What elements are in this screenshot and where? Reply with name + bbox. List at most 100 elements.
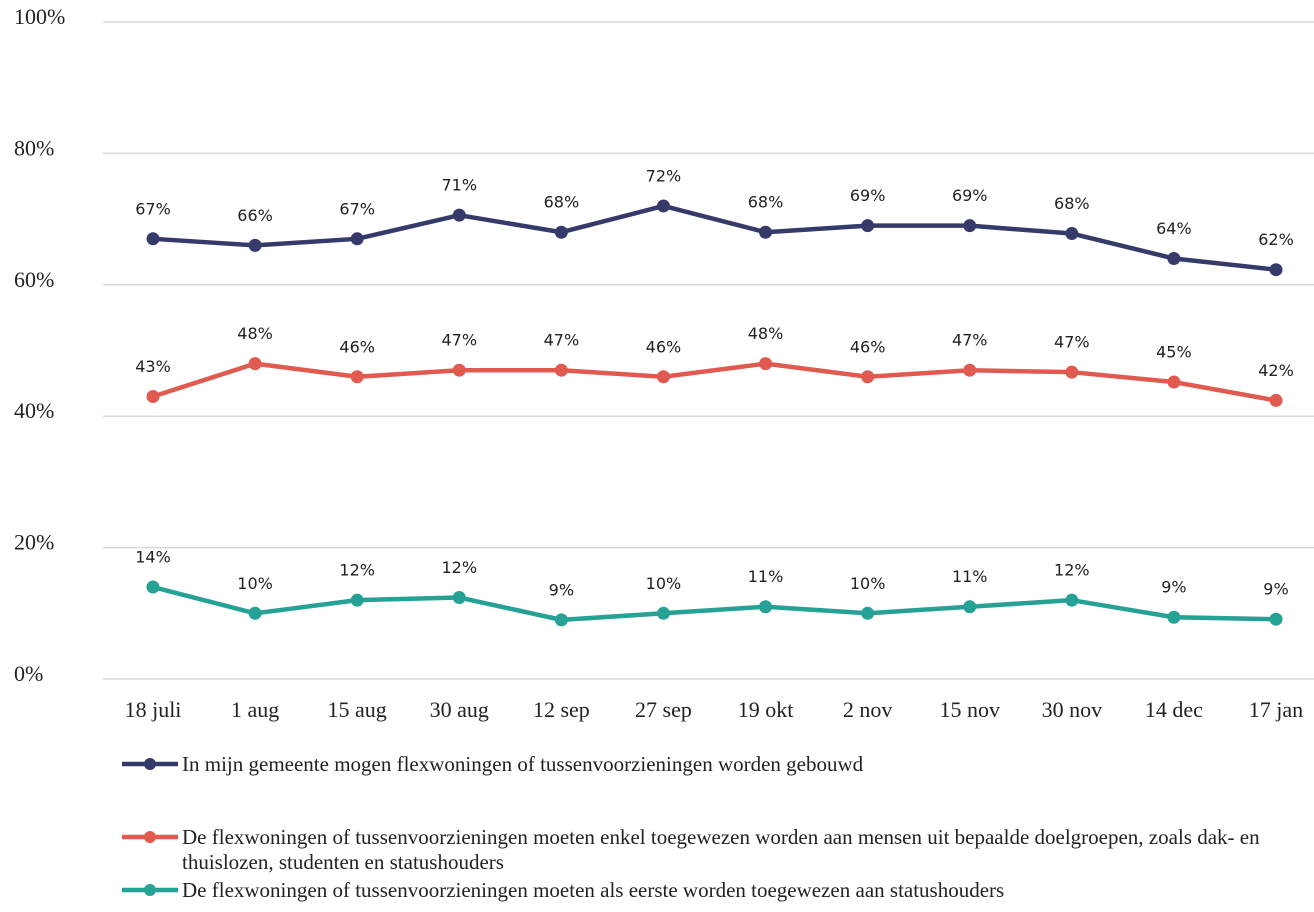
- data-label: 68%: [1054, 194, 1090, 213]
- data-point: [963, 363, 977, 377]
- data-label: 48%: [748, 324, 784, 343]
- data-point: [861, 606, 875, 620]
- y-tick-label: 80%: [14, 135, 54, 160]
- series-line: [152, 361, 1277, 403]
- data-label: 67%: [135, 199, 171, 218]
- series-line: [152, 203, 1277, 272]
- data-point: [963, 600, 977, 614]
- data-point: [656, 199, 670, 213]
- data-label: 45%: [1156, 343, 1192, 362]
- data-point: [248, 238, 262, 252]
- data-point: [1167, 610, 1181, 624]
- x-tick-label: 12 sep: [533, 697, 590, 722]
- data-label: 9%: [1161, 578, 1186, 597]
- data-point: [1065, 227, 1079, 241]
- data-point: [759, 225, 773, 239]
- data-label: 14%: [135, 548, 171, 567]
- data-label: 42%: [1258, 361, 1294, 380]
- legend-item: De flexwoningen of tussenvoorzieningen m…: [120, 878, 1292, 903]
- data-point: [759, 600, 773, 614]
- data-label: 10%: [237, 574, 273, 593]
- data-label: 47%: [952, 331, 988, 350]
- data-label: 46%: [850, 337, 886, 356]
- data-label: 46%: [646, 337, 682, 356]
- x-tick-label: 2 nov: [843, 697, 893, 722]
- y-tick-label: 100%: [14, 4, 65, 29]
- data-point: [656, 606, 670, 620]
- legend-swatch: [122, 884, 178, 896]
- data-label: 69%: [952, 186, 988, 205]
- x-tick-label: 30 aug: [430, 697, 489, 722]
- legend-marker: [144, 884, 156, 896]
- data-label: 62%: [1258, 230, 1294, 249]
- data-label: 9%: [549, 580, 574, 599]
- data-point: [759, 357, 773, 371]
- data-label: 12%: [339, 561, 375, 580]
- data-point: [452, 591, 466, 605]
- data-point: [861, 370, 875, 384]
- data-point: [1269, 612, 1283, 626]
- y-tick-label: 20%: [14, 530, 54, 555]
- data-point: [656, 370, 670, 384]
- data-label: 11%: [748, 567, 784, 586]
- data-point: [350, 593, 364, 607]
- data-point: [861, 219, 875, 233]
- data-point: [452, 208, 466, 222]
- data-point: [248, 606, 262, 620]
- data-label: 48%: [237, 324, 273, 343]
- data-point: [963, 219, 977, 233]
- chart: 0% 20% 40% 60% 80% 100% 18 juli 1 aug 15 aug 30 a…: [14, 4, 1314, 722]
- data-point: [554, 613, 568, 627]
- data-point: [1065, 365, 1079, 379]
- legend-label: De flexwoningen of tussenvoorzieningen m…: [182, 878, 1005, 902]
- legend-label: In mijn gemeente mogen flexwoningen of t…: [182, 752, 864, 776]
- data-label: 43%: [135, 357, 171, 376]
- data-label: 47%: [544, 331, 580, 350]
- series-line: [152, 584, 1277, 623]
- y-tick-label: 40%: [14, 398, 54, 423]
- legend-item: In mijn gemeente mogen flexwoningen of t…: [120, 752, 1292, 777]
- x-tick-label: 18 juli: [125, 697, 182, 722]
- legend-item: De flexwoningen of tussenvoorzieningen m…: [120, 825, 1292, 875]
- x-tick-label: 30 nov: [1042, 697, 1103, 722]
- data-point: [1167, 252, 1181, 266]
- x-tick-label: 1 aug: [231, 697, 279, 722]
- data-point: [248, 357, 262, 371]
- x-tick-label: 15 aug: [328, 697, 387, 722]
- data-point: [1167, 375, 1181, 389]
- legend-marker: [144, 758, 156, 770]
- data-label: 64%: [1156, 219, 1192, 238]
- data-label: 71%: [441, 176, 477, 195]
- x-tick-label: 17 jan: [1249, 697, 1303, 722]
- x-tick-label: 14 dec: [1145, 697, 1203, 722]
- data-label: 47%: [1054, 333, 1090, 352]
- data-point: [1269, 393, 1283, 407]
- y-tick-label: 0%: [14, 661, 43, 686]
- data-point: [146, 389, 160, 403]
- data-point: [1269, 263, 1283, 277]
- data-point: [1065, 593, 1079, 607]
- data-label: 12%: [441, 558, 477, 577]
- x-tick-label: 19 okt: [738, 697, 794, 722]
- legend-swatch: [122, 758, 178, 770]
- data-label: 68%: [748, 193, 784, 212]
- x-tick-label: 27 sep: [635, 697, 692, 722]
- data-point: [452, 363, 466, 377]
- data-label: 10%: [646, 574, 682, 593]
- data-label: 66%: [237, 206, 273, 225]
- legend-label: De flexwoningen of tussenvoorzieningen m…: [182, 825, 1260, 874]
- legend-marker: [144, 831, 156, 843]
- data-point: [350, 232, 364, 246]
- data-label: 72%: [646, 166, 682, 185]
- data-point: [146, 580, 160, 594]
- data-label: 69%: [850, 186, 886, 205]
- data-label: 47%: [441, 331, 477, 350]
- x-tick-label: 15 nov: [939, 697, 1000, 722]
- data-label: 67%: [339, 199, 375, 218]
- data-point: [554, 225, 568, 239]
- legend-swatch: [122, 831, 178, 843]
- data-label: 10%: [850, 574, 886, 593]
- data-label: 68%: [544, 193, 580, 212]
- data-label: 11%: [952, 567, 988, 586]
